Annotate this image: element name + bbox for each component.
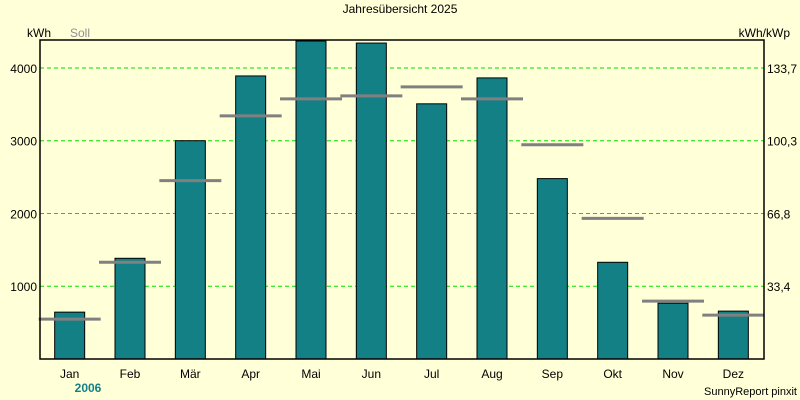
x-tick-label: Jan [60, 367, 79, 381]
year-label: 2006 [75, 381, 102, 395]
bar-Jun [355, 42, 387, 360]
y-right-tick-label: 66,8 [767, 207, 791, 221]
bar-Dez [717, 310, 749, 360]
bar-Mär [174, 140, 206, 360]
y-right-tick-label: 33,4 [767, 280, 791, 294]
y-tick-label: 1000 [10, 280, 37, 294]
plot-frame [39, 39, 765, 360]
bar-Nov [657, 302, 689, 360]
bar-Mai [295, 40, 327, 360]
y-tick-label: 2000 [10, 207, 37, 221]
x-tick-label: Aug [481, 367, 502, 381]
bar-Jul [416, 103, 448, 360]
bar-Apr [235, 75, 267, 360]
y-right-tick-label: 133,7 [767, 62, 797, 76]
y-axis-right-label: kWh/kWp [739, 26, 791, 40]
x-tick-label: Jun [362, 367, 381, 381]
legend-soll: Soll [70, 26, 90, 40]
bar-Aug [476, 77, 508, 360]
y-tick-label: 4000 [10, 62, 37, 76]
bar-Okt [597, 261, 629, 360]
chart-title: Jahresübersicht 2025 [343, 2, 458, 16]
y-axis-label: kWh [27, 26, 51, 40]
x-tick-label: Apr [241, 367, 260, 381]
x-tick-label: Feb [120, 367, 141, 381]
x-tick-label: Jul [424, 367, 439, 381]
x-tick-label: Dez [723, 367, 744, 381]
x-tick-label: Okt [603, 367, 622, 381]
y-tick-label: 3000 [10, 135, 37, 149]
y-right-tick-label: 100,3 [767, 135, 797, 149]
x-tick-label: Mär [180, 367, 201, 381]
footer-credit: SunnyReport pinxit [704, 386, 797, 398]
x-tick-label: Sep [542, 367, 564, 381]
bar-Sep [536, 178, 568, 360]
bar-Feb [114, 257, 146, 360]
x-tick-label: Nov [662, 367, 683, 381]
x-tick-label: Mai [301, 367, 320, 381]
